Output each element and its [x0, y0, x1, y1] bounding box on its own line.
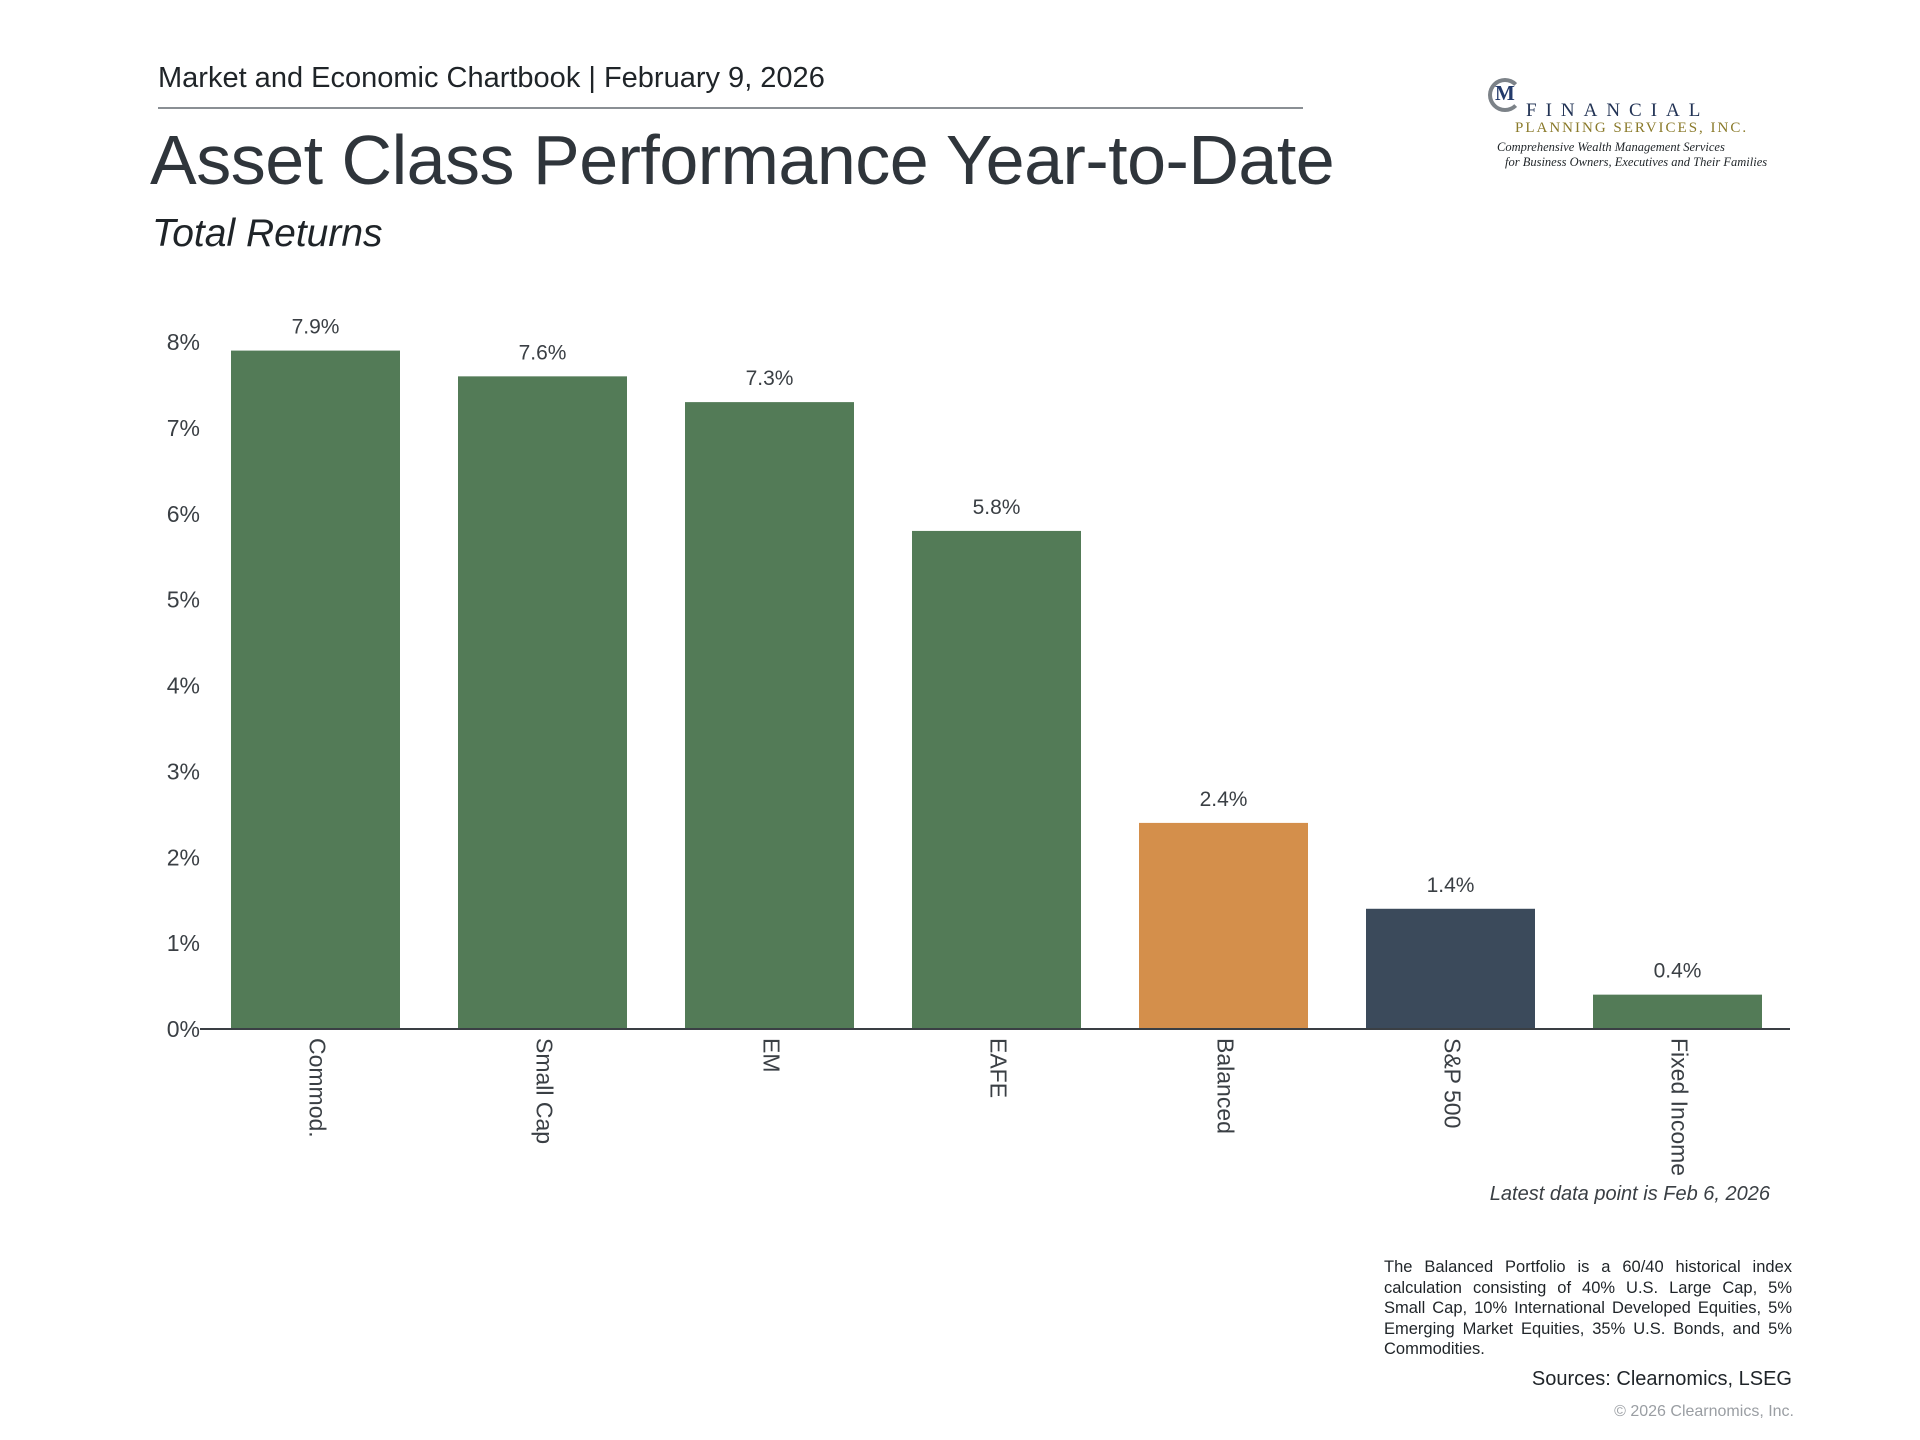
- y-tick-label: 2%: [167, 844, 200, 870]
- data-label: 7.3%: [746, 367, 794, 390]
- bar-em: [685, 402, 854, 1029]
- y-tick-label: 5%: [167, 587, 200, 613]
- x-tick-label: S&P 500: [1439, 1038, 1465, 1128]
- data-label: 5.8%: [973, 496, 1021, 519]
- y-tick-label: 0%: [167, 1016, 200, 1042]
- data-label: 7.6%: [519, 341, 567, 364]
- bar-s-p-500: [1366, 908, 1535, 1029]
- logo-monogram: M: [1495, 81, 1515, 105]
- logo-tagline-2: for Business Owners, Executives and Thei…: [1505, 155, 1768, 169]
- logo-name: FINANCIAL: [1526, 100, 1710, 121]
- logo-tagline-1: Comprehensive Wealth Management Services: [1497, 140, 1725, 154]
- x-tick-label: Fixed Income: [1666, 1038, 1692, 1176]
- latest-data-note: Latest data point is Feb 6, 2026: [1489, 1183, 1770, 1205]
- bar-balanced: [1139, 822, 1308, 1029]
- balanced-portfolio-footnote: The Balanced Portfolio is a 60/40 histor…: [1384, 1258, 1792, 1358]
- bar-commod: [231, 350, 400, 1029]
- bar-small-cap: [458, 376, 627, 1030]
- page-subtitle: Total Returns: [152, 212, 383, 255]
- page-title: Asset Class Performance Year-to-Date: [150, 121, 1335, 199]
- logo-ring-icon: [1488, 78, 1522, 112]
- data-label: 1.4%: [1427, 874, 1475, 897]
- bar-fixed-income: [1593, 994, 1762, 1029]
- logo-subname: PLANNING SERVICES, INC.: [1515, 120, 1749, 136]
- y-tick-label: 7%: [167, 415, 200, 441]
- x-tick-label: EAFE: [985, 1038, 1011, 1098]
- data-label: 7.9%: [292, 316, 340, 339]
- x-tick-label: Commod.: [304, 1038, 330, 1138]
- y-tick-label: 8%: [167, 329, 200, 355]
- y-tick-label: 3%: [167, 758, 200, 784]
- bar-eafe: [912, 530, 1081, 1029]
- y-tick-label: 6%: [167, 501, 200, 527]
- x-tick-label: Balanced: [1212, 1038, 1238, 1134]
- x-tick-label: EM: [758, 1038, 784, 1073]
- chartbook-header: Market and Economic Chartbook | February…: [158, 62, 825, 94]
- company-logo: M FINANCIAL PLANNING SERVICES, INC. Comp…: [1485, 70, 1785, 180]
- sources-note: Sources: Clearnomics, LSEG: [1531, 1368, 1792, 1390]
- header-divider: [158, 107, 1303, 109]
- data-label: 0.4%: [1654, 960, 1702, 983]
- copyright-note: © 2026 Clearnomics, Inc.: [1614, 1403, 1794, 1420]
- y-tick-label: 1%: [167, 930, 200, 956]
- x-tick-label: Small Cap: [531, 1038, 557, 1144]
- y-tick-label: 4%: [167, 673, 200, 699]
- data-label: 2.4%: [1200, 788, 1248, 811]
